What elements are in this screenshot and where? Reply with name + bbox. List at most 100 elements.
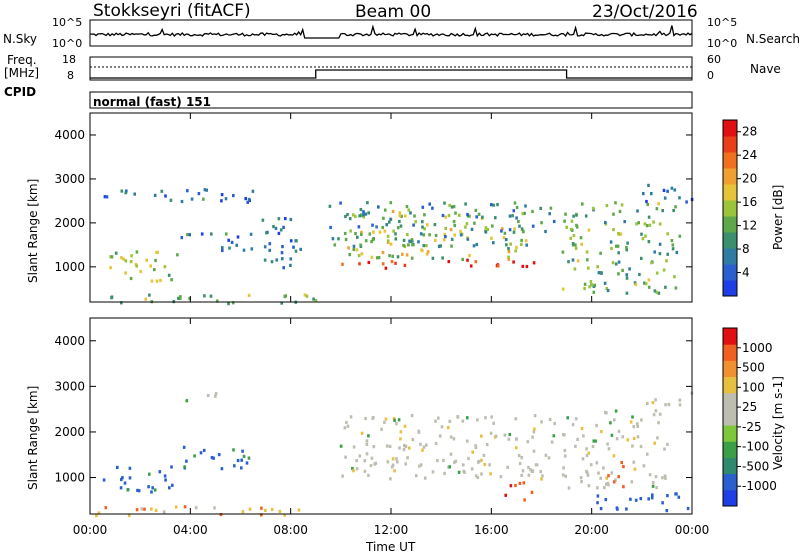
heatmap-cell [388, 254, 391, 258]
heatmap-cell [622, 465, 625, 469]
heatmap-cell [592, 439, 596, 443]
heatmap-cell [617, 260, 621, 264]
heatmap-cell [394, 232, 397, 236]
heatmap-cell [420, 248, 423, 252]
heatmap-cell [485, 443, 489, 447]
heatmap-cell [439, 244, 442, 248]
heatmap-cell [480, 458, 483, 462]
heatmap-cell [128, 466, 132, 470]
heatmap-cell [509, 484, 513, 488]
heatmap-cell [203, 294, 206, 298]
heatmap-cell [305, 294, 309, 298]
heatmap-cell [399, 430, 403, 434]
heatmap-cell [428, 202, 431, 206]
heatmap-cell [646, 202, 649, 207]
heatmap-cell [561, 287, 565, 291]
heatmap-cell [610, 246, 613, 251]
heatmap-cell [274, 226, 278, 230]
heatmap-cell [520, 227, 524, 231]
heatmap-cell [523, 498, 526, 502]
heatmap-cell [588, 285, 591, 289]
heatmap-cell [540, 420, 543, 424]
heatmap-cell [641, 237, 645, 241]
heatmap-cell [221, 248, 224, 253]
heatmap-cell [514, 249, 517, 253]
heatmap-cell [202, 197, 205, 201]
heatmap-cell [459, 233, 463, 237]
xtick-label: 16:00 [474, 523, 509, 537]
heatmap-cell [513, 201, 517, 205]
heatmap-cell [597, 271, 601, 275]
heatmap-cell [280, 301, 283, 305]
heatmap-cell [604, 498, 608, 502]
heatmap-cell [180, 199, 184, 204]
heatmap-cell [391, 209, 395, 214]
heatmap-cell [533, 414, 537, 418]
heatmap-cell [663, 447, 666, 451]
heatmap-cell [247, 197, 251, 201]
heatmap-cell [581, 202, 584, 206]
heatmap-cell [352, 445, 356, 449]
heatmap-cell [241, 449, 244, 453]
colorbar-segment [723, 328, 737, 345]
freq-left-bottom: 8 [67, 69, 74, 82]
heatmap-cell [531, 209, 534, 214]
heatmap-cell [678, 398, 682, 402]
heatmap-cell [652, 413, 656, 417]
heatmap-cell [163, 265, 167, 269]
heatmap-cell [391, 463, 395, 467]
heatmap-cell [532, 261, 536, 265]
heatmap-cell [671, 247, 675, 251]
heatmap-cell [404, 214, 407, 218]
heatmap-cell [463, 470, 466, 474]
heatmap-cell [389, 242, 393, 246]
heatmap-cell [620, 461, 623, 465]
heatmap-cell [623, 220, 626, 224]
heatmap-cell [471, 450, 474, 454]
heatmap-cell [672, 208, 675, 213]
heatmap-cell [434, 442, 438, 446]
colorbar-segment [723, 152, 737, 169]
heatmap-cell [572, 214, 575, 218]
heatmap-cell [611, 261, 615, 265]
heatmap-cell [605, 287, 609, 291]
heatmap-cell [405, 205, 409, 209]
heatmap-cell [576, 437, 579, 441]
heatmap-cell [473, 221, 476, 225]
heatmap-cell [574, 246, 578, 250]
heatmap-cell [275, 258, 279, 262]
heatmap-cell [219, 513, 223, 517]
heatmap-cell [657, 202, 660, 206]
heatmap-cell [354, 214, 357, 218]
noise-bottom-right: 10^0 [707, 37, 738, 50]
heatmap-cell [407, 243, 410, 247]
heatmap-cell [375, 256, 379, 260]
heatmap-cell [603, 486, 606, 490]
heatmap-cell [595, 461, 599, 465]
heatmap-cell [523, 211, 526, 215]
heatmap-cell [509, 242, 512, 246]
heatmap-cell [474, 445, 478, 450]
heatmap-cell [297, 508, 301, 512]
heatmap-cell [150, 279, 154, 283]
heatmap-cell [539, 470, 542, 474]
heatmap-cell [383, 208, 387, 212]
heatmap-cell [185, 459, 188, 463]
heatmap-cell [532, 449, 536, 453]
heatmap-cell [484, 230, 488, 234]
heatmap-cell [654, 409, 658, 413]
heatmap-cell [625, 273, 629, 277]
heatmap-cell [363, 459, 367, 463]
heatmap-cell [209, 294, 213, 298]
heatmap-cell [572, 234, 576, 238]
heatmap-cell [580, 242, 583, 246]
heatmap-cell [670, 239, 674, 243]
heatmap-cell [428, 233, 431, 237]
heatmap-cells-velocity [95, 391, 694, 518]
heatmap-cell [526, 440, 530, 444]
heatmap-cell [448, 203, 451, 208]
heatmap-cell [250, 247, 254, 251]
heatmap-cell [358, 454, 362, 458]
colorbar-label-power: 4 [742, 266, 750, 280]
heatmap-cell [281, 257, 284, 261]
